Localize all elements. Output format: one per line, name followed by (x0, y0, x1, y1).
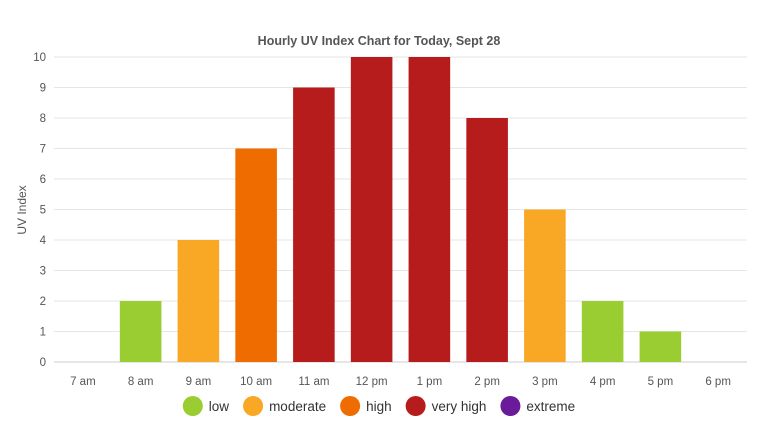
x-tick-label: 11 am (298, 376, 329, 388)
bar-8-am[interactable] (119, 301, 162, 362)
legend-label: very high (432, 399, 487, 414)
chart-title: Hourly UV Index Chart for Today, Sept 28 (258, 34, 501, 48)
y-tick-label: 8 (40, 113, 46, 125)
legend-label: extreme (526, 399, 575, 414)
legend-label: moderate (269, 399, 326, 414)
legend-item-moderate[interactable]: moderate (243, 396, 326, 416)
legend-swatch (243, 396, 264, 416)
x-tick-label: 3 pm (532, 376, 558, 388)
y-tick-label: 1 (40, 327, 46, 339)
x-tick-label: 4 pm (590, 376, 616, 388)
bar-10-am[interactable] (235, 148, 277, 363)
legend-swatch (500, 396, 521, 416)
y-tick-label: 2 (40, 296, 46, 308)
y-tick-label: 3 (40, 266, 46, 278)
x-axis-ticks: 7 am 8 am 9 am 10 am 11 am 12 pm 1 pm 2 pm 3 pm 4… (70, 376, 731, 388)
bar-2-pm[interactable] (466, 118, 508, 362)
x-tick-label: 1 pm (417, 376, 443, 388)
legend-swatch (405, 396, 426, 416)
x-tick-label: 6 pm (705, 376, 731, 388)
x-tick-label: 12 pm (356, 376, 388, 388)
x-tick-label: 9 am (186, 376, 212, 388)
x-tick-label: 5 pm (648, 376, 674, 388)
y-tick-label: 5 (40, 205, 46, 217)
bar-4-pm[interactable] (581, 301, 624, 362)
x-tick-label: 10 am (240, 376, 272, 388)
y-tick-label: 0 (40, 357, 46, 369)
y-tick-label: 6 (40, 174, 46, 186)
y-tick-label: 4 (40, 235, 47, 247)
bar-11-am[interactable] (293, 87, 335, 363)
legend-swatch (182, 396, 203, 416)
y-tick-label: 9 (40, 83, 46, 95)
legend-item-very-high[interactable]: very high (405, 396, 487, 416)
gridlines (54, 56, 747, 363)
y-axis-ticks: 0 1 2 3 4 5 6 7 8 9 10 (33, 52, 46, 369)
bar-3-pm[interactable] (524, 209, 566, 363)
legend-item-extreme[interactable]: extreme (500, 396, 575, 416)
bar-1-pm[interactable] (408, 57, 451, 362)
y-tick-label: 7 (40, 144, 46, 156)
bar-5-pm[interactable] (639, 331, 682, 363)
x-tick-label: 2 pm (474, 376, 500, 388)
y-axis-title: UV Index (15, 185, 29, 234)
bar-12-pm[interactable] (350, 57, 393, 362)
legend-swatch (340, 396, 361, 416)
x-tick-label: 8 am (128, 376, 154, 388)
legend-item-high[interactable]: high (340, 396, 392, 416)
bar-9-am[interactable] (177, 240, 220, 362)
y-tick-label: 10 (33, 52, 46, 64)
bars (119, 57, 682, 363)
x-tick-label: 7 am (70, 376, 96, 388)
legend-label: low (209, 399, 230, 414)
legend: low moderate high very high extreme (182, 396, 575, 416)
legend-item-low[interactable]: low (182, 396, 230, 416)
legend-label: high (366, 399, 392, 414)
